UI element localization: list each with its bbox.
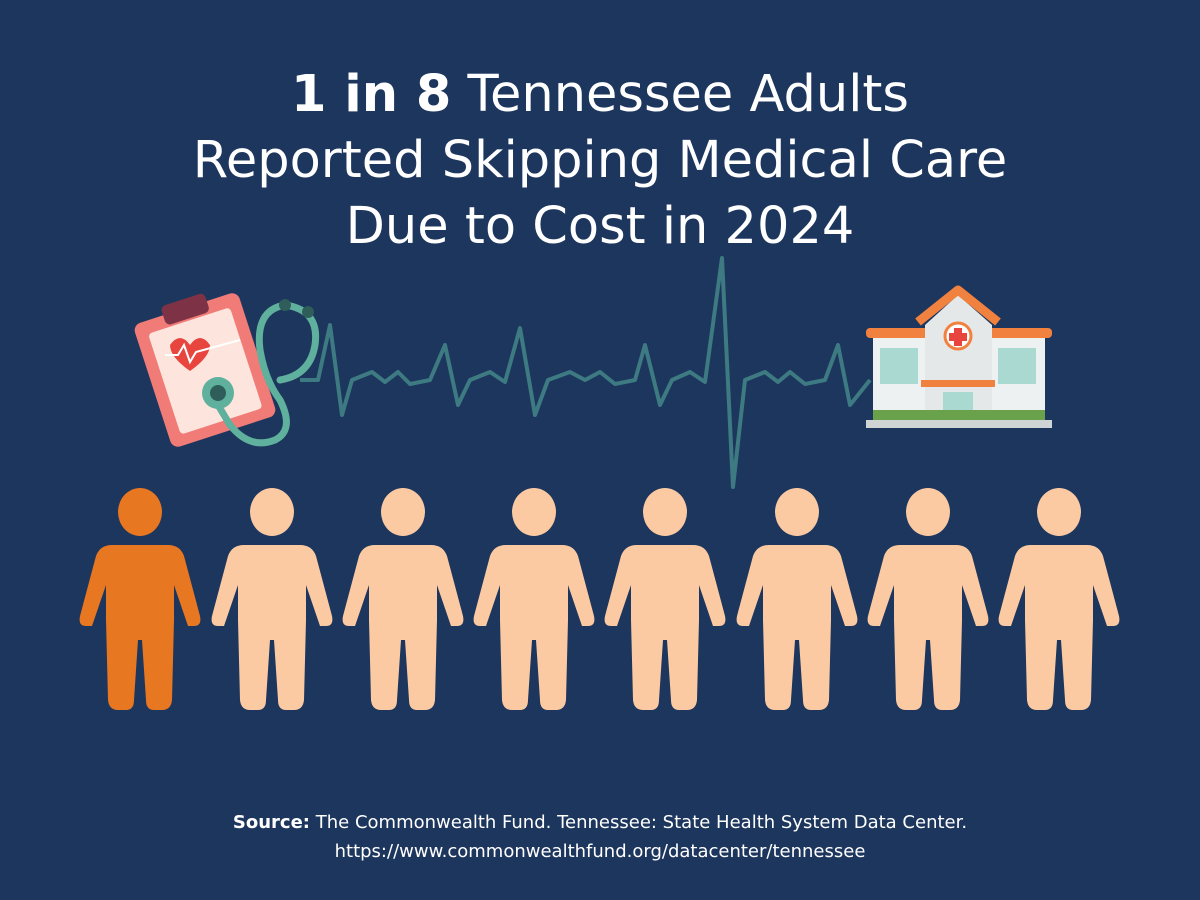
title-line: 1 in 8 Tennessee Adults	[0, 62, 1200, 128]
heartbeat-line	[300, 256, 872, 489]
person	[342, 488, 464, 710]
person	[998, 488, 1120, 710]
person	[211, 488, 333, 710]
footer: Source: The Commonwealth Fund. Tennessee…	[0, 808, 1200, 866]
source-text: The Commonwealth Fund. Tennessee: State …	[315, 812, 968, 833]
title: 1 in 8 Tennessee Adults Reported Skippin…	[0, 62, 1200, 260]
person	[867, 488, 989, 710]
title-line: Due to Cost in 2024	[345, 197, 855, 256]
title-line: Reported Skipping Medical Care	[192, 131, 1008, 190]
person-highlighted	[79, 488, 201, 710]
person	[473, 488, 595, 710]
source-url: https://www.commonwealthfund.org/datacen…	[334, 841, 866, 862]
source-line: Source: The Commonwealth Fund. Tennessee…	[0, 808, 1200, 837]
hospital-icon	[866, 285, 1052, 428]
source-label: Source:	[232, 812, 311, 833]
person	[604, 488, 726, 710]
people	[79, 488, 1120, 710]
clipboard-icon	[134, 293, 320, 447]
title-text: Tennessee Adults	[467, 65, 909, 124]
title-highlight: 1 in 8	[291, 65, 452, 124]
person	[736, 488, 858, 710]
